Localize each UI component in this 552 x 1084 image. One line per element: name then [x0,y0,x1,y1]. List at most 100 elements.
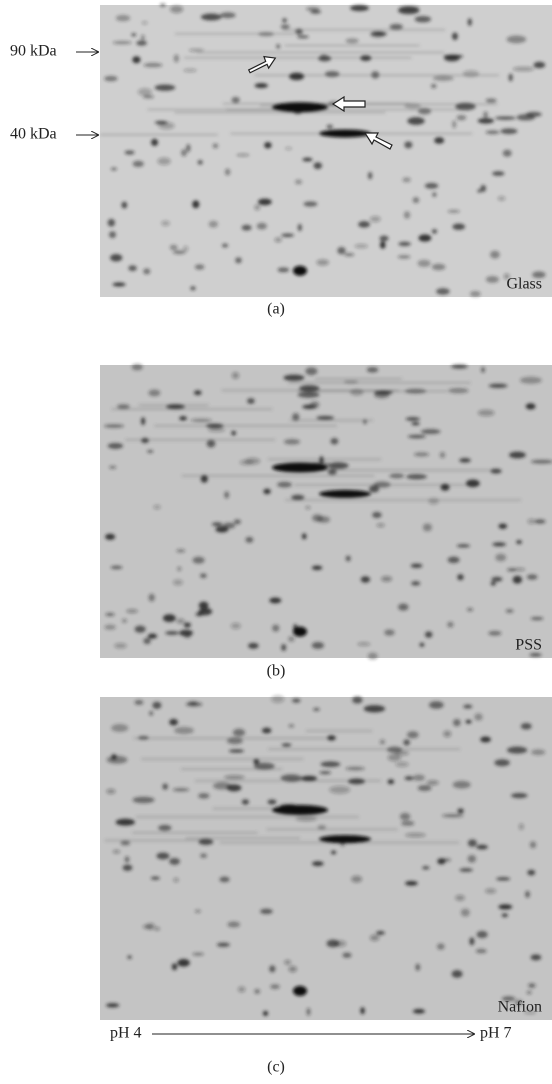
spot [379,241,386,249]
streak [288,382,471,384]
spot [469,937,475,946]
spot [200,573,207,579]
spot [410,563,423,568]
spot [412,197,420,204]
spot [432,75,454,81]
spot [422,523,432,532]
spot [198,793,210,799]
spot [169,5,184,14]
spot [285,146,293,150]
spot [469,291,481,297]
spot [376,523,385,528]
spot [282,18,287,23]
spot [292,698,301,703]
spot [459,458,471,463]
spot [272,462,328,473]
spot [245,457,261,465]
spot [208,427,225,433]
spot [512,66,535,72]
spot [131,33,137,37]
spot [516,540,522,545]
streak [289,419,373,422]
spot [301,533,307,540]
spot [437,858,446,865]
spot [477,409,495,417]
streak [111,408,273,410]
spot [404,388,427,394]
spot [310,10,322,14]
spot [398,241,411,247]
spot [514,999,523,1006]
spot [404,776,414,781]
spot [208,220,219,228]
spot [525,403,536,410]
spot [140,34,145,41]
spot [305,7,321,11]
spot [399,812,411,821]
spot [172,787,190,792]
spot [490,581,496,586]
spot [525,111,542,117]
spot [283,374,305,381]
streak [132,832,258,834]
spot [216,942,230,948]
spot [261,727,272,734]
spot [138,736,149,740]
spot [492,171,505,176]
spot [413,774,425,781]
spot [198,607,213,616]
spot [407,434,426,439]
spot [306,1007,311,1016]
spot [520,376,542,384]
spot [498,523,508,529]
spot [343,380,359,384]
spot [498,904,513,910]
spot [297,35,309,39]
spot [281,643,287,652]
ph-start: pH 4 [110,1025,142,1042]
spot [429,701,444,709]
spot [342,952,352,958]
spot [456,544,470,548]
spot [121,201,128,209]
spot [140,417,146,426]
spot [520,722,532,730]
spot [386,746,403,753]
panel-label: Nafion [498,999,542,1016]
spot [439,452,446,458]
spot [111,724,129,732]
spot [502,149,512,157]
spot [219,876,230,883]
spot [116,404,130,410]
spot [526,990,532,995]
spot [233,519,241,525]
spot [143,637,151,645]
spot [319,129,371,138]
spot [412,1009,426,1014]
spot [183,68,197,73]
spot [131,363,143,371]
spot [128,265,137,272]
spot [357,642,371,646]
spot [373,481,391,488]
spot [228,749,244,753]
spot [476,844,488,850]
spot [397,6,420,15]
spot [248,642,259,649]
spot [508,73,513,82]
gel-spots [104,695,546,1016]
spot [500,128,518,135]
spot [107,218,116,227]
spot [534,519,546,524]
spot [107,442,123,449]
spot [158,122,175,130]
spot [137,88,152,96]
spot [311,642,325,649]
spot [411,422,420,426]
spot [188,48,205,53]
spot [197,160,203,165]
spot [368,485,380,493]
spot [271,695,285,703]
spot [485,98,497,103]
